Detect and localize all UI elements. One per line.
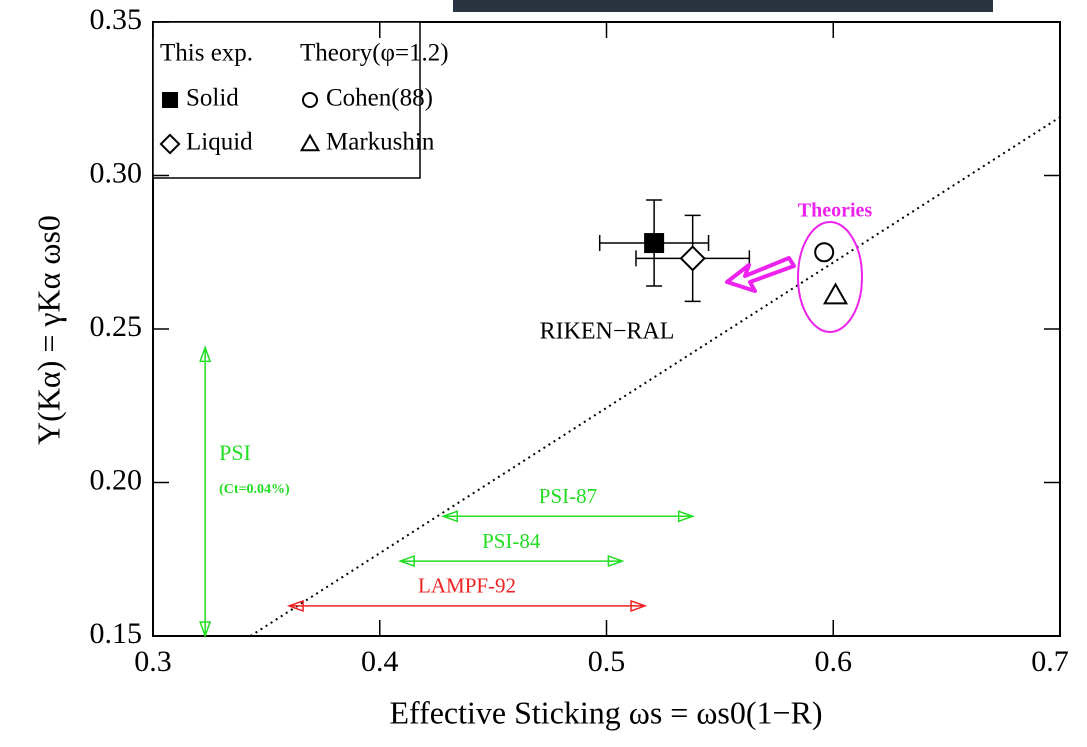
y-tick-label: 0.35	[90, 3, 143, 36]
x-axis-label: Effective Sticking ωs = ωs0(1−R)	[389, 694, 822, 730]
legend-title: Theory(φ=1.2)	[300, 40, 449, 67]
marker	[159, 133, 181, 155]
marker	[814, 242, 835, 263]
marker	[644, 233, 665, 254]
y-axis-label: Y(Kα) = γKα ωs0	[30, 215, 66, 445]
photo-fragment	[453, 0, 993, 12]
x-tick-label: 0.3	[134, 645, 172, 678]
range-label: PSI-84	[482, 529, 541, 553]
y-tick-label: 0.20	[90, 463, 143, 496]
legend-label: Solid	[186, 85, 239, 112]
marker	[822, 282, 849, 305]
theory-ellipse	[797, 221, 863, 333]
legend-label: Liquid	[186, 129, 253, 156]
marker	[679, 245, 706, 272]
x-tick-label: 0.6	[815, 645, 853, 678]
reference-line	[249, 116, 1061, 637]
y-tick-label: 0.25	[90, 310, 143, 343]
range-label: PSI-87	[539, 484, 597, 508]
marker	[302, 92, 318, 108]
vertical-range-label: PSI	[219, 440, 251, 465]
group-label: RIKEN−RAL	[540, 319, 675, 345]
range-label: LAMPF-92	[418, 574, 516, 598]
y-tick-label: 0.15	[90, 617, 143, 650]
marker	[162, 92, 178, 108]
range-arrow	[397, 555, 625, 568]
theory-label: Theories	[798, 200, 873, 222]
range-arrow	[441, 510, 695, 523]
legend-box	[152, 21, 421, 179]
x-tick-label: 0.4	[361, 645, 399, 678]
legend-label: Markushin	[326, 129, 435, 156]
vertical-range-arrow	[199, 345, 212, 639]
x-tick-label: 0.5	[588, 645, 626, 678]
vertical-range-note: (Ct=0.04%)	[219, 482, 290, 497]
x-tick-label: 0.7	[1031, 645, 1069, 678]
y-tick-label: 0.30	[90, 156, 143, 189]
theory-arrow	[725, 256, 796, 293]
marker	[299, 133, 321, 152]
range-arrow	[286, 599, 648, 612]
legend-label: Cohen(88)	[326, 85, 433, 112]
legend-title: This exp.	[160, 40, 253, 67]
